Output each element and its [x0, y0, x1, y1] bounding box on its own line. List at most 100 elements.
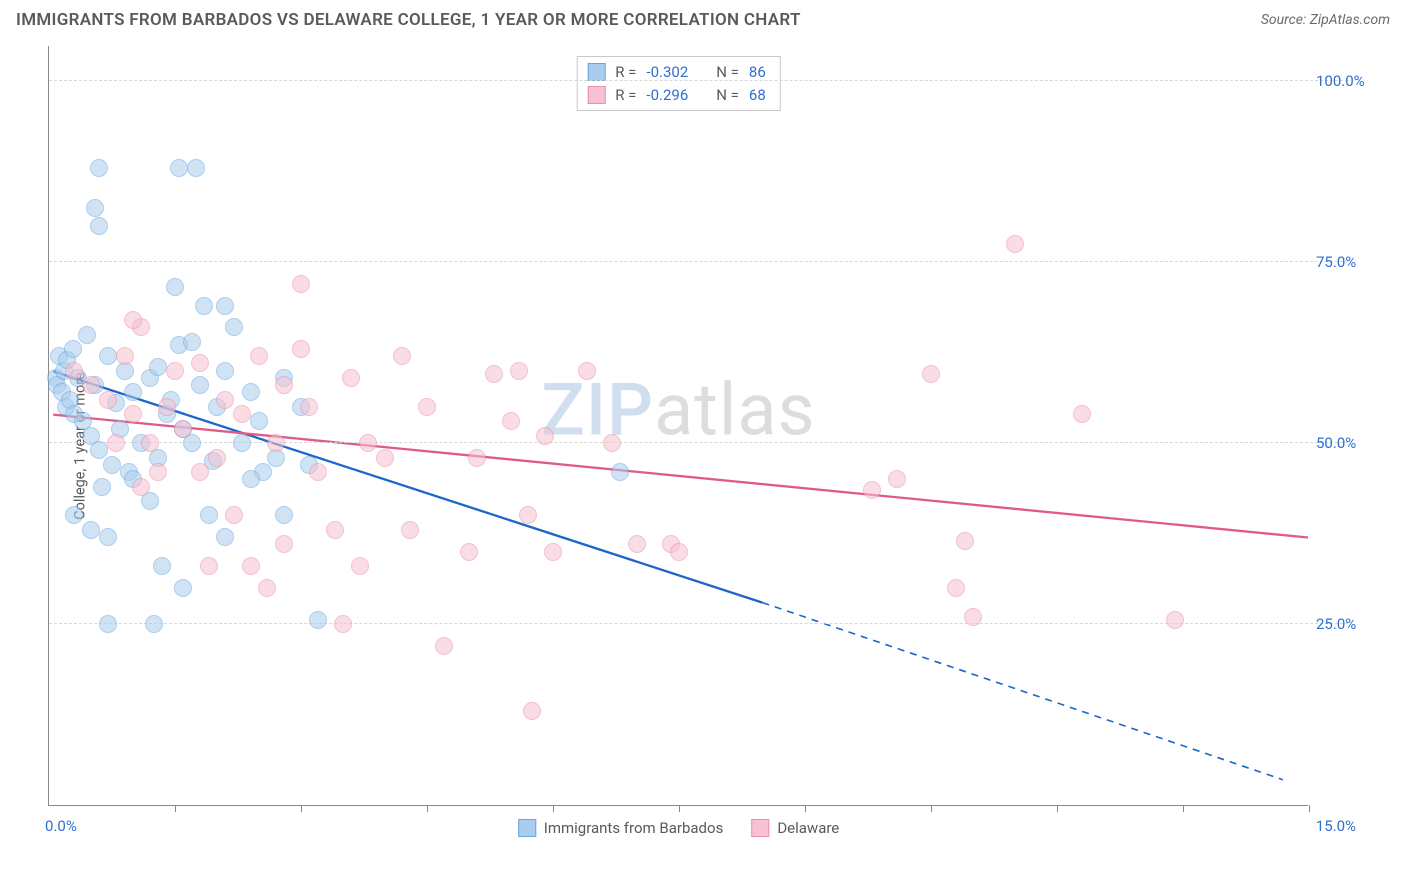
legend-item-barbados: Immigrants from Barbados [518, 819, 724, 837]
scatter-point-barbados [200, 506, 218, 524]
legend-series: Immigrants from Barbados Delaware [518, 819, 840, 837]
scatter-point-delaware [275, 535, 293, 553]
scatter-point-delaware [510, 362, 528, 380]
scatter-point-delaware [376, 449, 394, 467]
scatter-point-barbados [99, 347, 117, 365]
x-tick [1183, 805, 1184, 812]
scatter-point-barbados [170, 159, 188, 177]
scatter-point-delaware [158, 398, 176, 416]
r-value-delaware: -0.296 [646, 84, 688, 107]
scatter-point-barbados [309, 611, 327, 629]
scatter-point-delaware [401, 521, 419, 539]
scatter-point-delaware [628, 535, 646, 553]
scatter-point-barbados [166, 278, 184, 296]
x-tick [931, 805, 932, 812]
trendlines-svg [49, 46, 1308, 805]
watermark-atlas: atlas [654, 368, 816, 453]
scatter-point-delaware [216, 391, 234, 409]
scatter-point-barbados [250, 412, 268, 430]
x-axis-max-label: 15.0% [1316, 817, 1356, 835]
x-tick [805, 805, 806, 812]
scatter-point-delaware [1006, 235, 1024, 253]
scatter-point-barbados [82, 521, 100, 539]
source-prefix: Source: [1261, 12, 1310, 28]
scatter-point-delaware [107, 434, 125, 452]
scatter-point-delaware [141, 434, 159, 452]
n-value-delaware: 68 [749, 84, 766, 107]
source-attribution: Source: ZipAtlas.com [1261, 12, 1390, 28]
scatter-point-barbados [64, 340, 82, 358]
scatter-point-barbados [86, 199, 104, 217]
scatter-point-barbados [103, 456, 121, 474]
swatch-barbados-icon [587, 63, 605, 81]
scatter-point-delaware [208, 449, 226, 467]
scatter-point-delaware [149, 463, 167, 481]
scatter-point-delaware [964, 608, 982, 626]
legend-item-delaware: Delaware [751, 819, 839, 837]
scatter-point-delaware [342, 369, 360, 387]
x-tick [175, 805, 176, 812]
scatter-point-barbados [124, 383, 142, 401]
plot-area: ZIPatlas R = -0.302 N = 86 R = -0.296 N … [48, 46, 1308, 806]
scatter-point-delaware [334, 615, 352, 633]
scatter-point-delaware [863, 481, 881, 499]
scatter-point-delaware [233, 405, 251, 423]
scatter-point-delaware [435, 637, 453, 655]
scatter-point-delaware [1073, 405, 1091, 423]
swatch-delaware-icon [587, 86, 605, 104]
scatter-point-delaware [326, 521, 344, 539]
scatter-point-delaware [947, 579, 965, 597]
x-tick [553, 805, 554, 812]
x-tick [301, 805, 302, 812]
scatter-point-barbados [145, 615, 163, 633]
scatter-point-barbados [216, 528, 234, 546]
scatter-point-delaware [174, 420, 192, 438]
scatter-point-delaware [124, 405, 142, 423]
legend-label-delaware: Delaware [777, 819, 839, 837]
source-link[interactable]: ZipAtlas.com [1310, 12, 1390, 28]
scatter-point-barbados [90, 159, 108, 177]
swatch-barbados-icon [518, 819, 536, 837]
scatter-point-delaware [258, 579, 276, 597]
scatter-point-delaware [523, 702, 541, 720]
scatter-point-delaware [888, 470, 906, 488]
scatter-point-delaware [502, 412, 520, 430]
scatter-point-barbados [242, 470, 260, 488]
x-tick [427, 805, 428, 812]
scatter-point-delaware [578, 362, 596, 380]
y-tick-label: 50.0% [1316, 434, 1396, 452]
scatter-point-delaware [544, 543, 562, 561]
scatter-point-delaware [922, 365, 940, 383]
trendline-dashed-barbados [762, 603, 1282, 780]
scatter-point-barbados [65, 506, 83, 524]
scatter-point-delaware [267, 434, 285, 452]
x-tick [1057, 805, 1058, 812]
scatter-point-barbados [187, 159, 205, 177]
legend-label-barbados: Immigrants from Barbados [544, 819, 724, 837]
scatter-point-barbados [191, 376, 209, 394]
watermark: ZIPatlas [541, 368, 815, 453]
scatter-point-delaware [132, 478, 150, 496]
scatter-point-delaware [200, 557, 218, 575]
scatter-point-delaware [275, 376, 293, 394]
scatter-point-barbados [611, 463, 629, 481]
scatter-point-delaware [1166, 611, 1184, 629]
scatter-point-barbados [216, 297, 234, 315]
scatter-point-barbados [153, 557, 171, 575]
scatter-point-delaware [292, 340, 310, 358]
scatter-point-delaware [536, 427, 554, 445]
scatter-point-delaware [670, 543, 688, 561]
scatter-point-delaware [359, 434, 377, 452]
scatter-point-barbados [216, 362, 234, 380]
scatter-point-delaware [99, 391, 117, 409]
x-axis-min-label: 0.0% [45, 817, 77, 835]
watermark-zip: ZIP [541, 368, 654, 453]
scatter-point-barbados [90, 217, 108, 235]
scatter-point-barbados [242, 383, 260, 401]
n-label: N = [716, 84, 739, 107]
scatter-point-delaware [603, 434, 621, 452]
scatter-point-delaware [250, 347, 268, 365]
scatter-point-barbados [233, 434, 251, 452]
x-tick [1309, 805, 1310, 812]
scatter-point-delaware [191, 463, 209, 481]
